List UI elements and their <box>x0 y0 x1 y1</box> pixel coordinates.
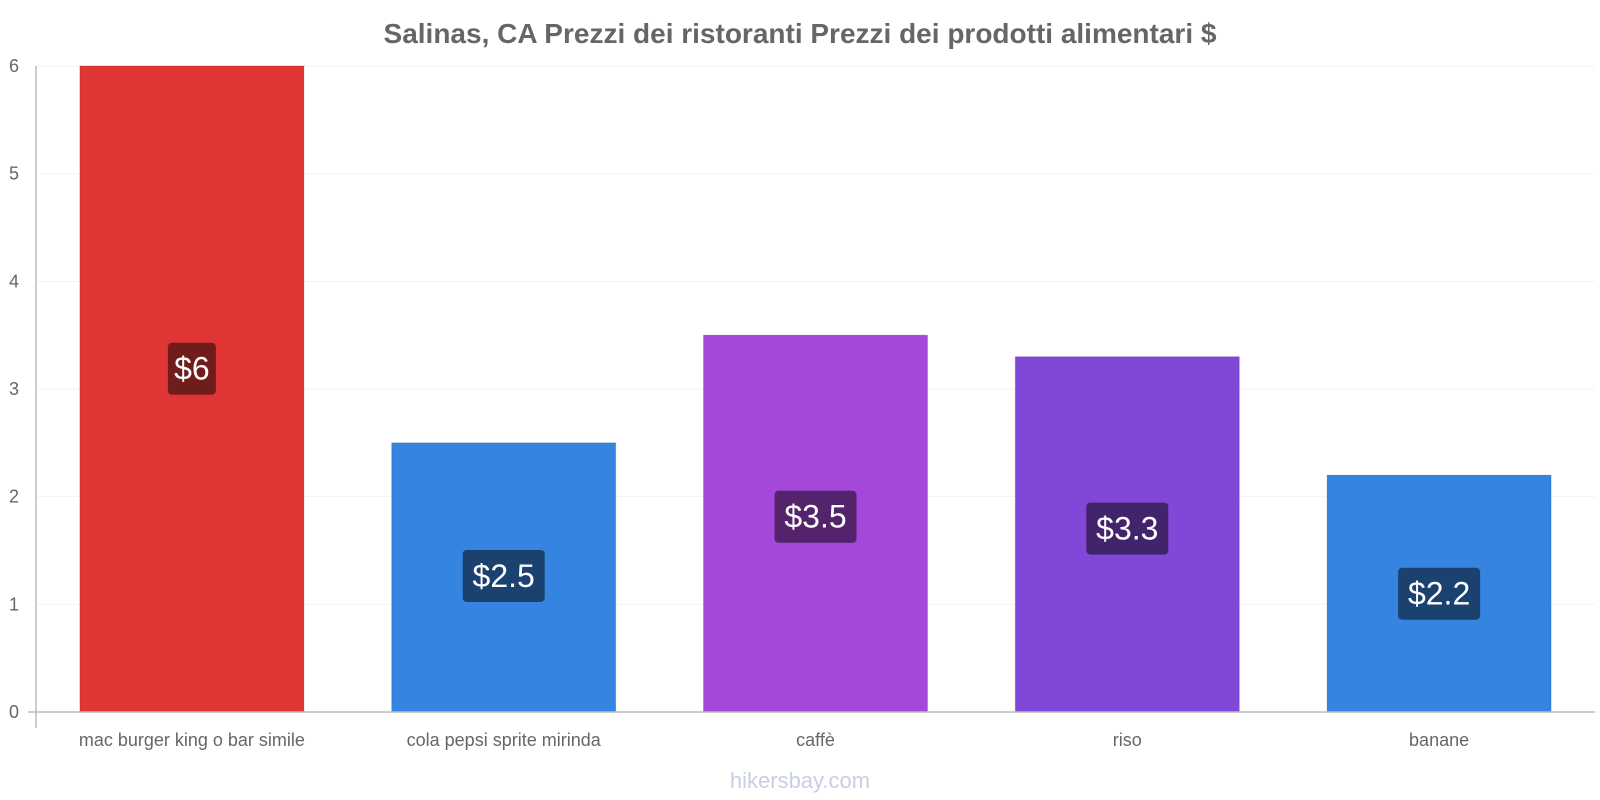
data-label: $2.5 <box>473 558 535 594</box>
watermark-text: hikersbay.com <box>730 768 870 793</box>
data-label: $2.2 <box>1408 576 1470 612</box>
data-label: $3.3 <box>1096 511 1158 547</box>
x-category-label: cola pepsi sprite mirinda <box>407 730 602 750</box>
data-label-background <box>1398 567 1481 620</box>
x-axis-categories: mac burger king o bar simile cola pepsi s… <box>79 730 1469 750</box>
y-tick-label: 2 <box>9 487 19 507</box>
x-category-label: caffè <box>796 730 835 750</box>
chart-title: Salinas, CA Prezzi dei ristoranti Prezzi… <box>384 18 1217 49</box>
y-tick-label: 3 <box>9 379 19 399</box>
data-labels: $6 $2.5 $3.5 $3.3 $2.2 <box>167 342 1481 620</box>
y-tick-label: 4 <box>9 271 19 291</box>
data-label: $6 <box>174 351 210 387</box>
y-tick-label: 0 <box>9 702 19 722</box>
y-tick-label: 5 <box>9 164 19 184</box>
x-category-label: banane <box>1409 730 1469 750</box>
data-label-background <box>167 342 216 395</box>
data-label: $3.5 <box>784 499 846 535</box>
y-axis-ticks: 0 1 2 3 4 5 6 <box>9 56 19 722</box>
bars <box>79 65 1552 713</box>
x-category-label: riso <box>1113 730 1142 750</box>
axes <box>28 66 1595 728</box>
data-label-background <box>1086 502 1169 555</box>
x-category-label: mac burger king o bar simile <box>79 730 305 750</box>
y-tick-label: 1 <box>9 594 19 614</box>
y-tick-label: 6 <box>9 56 19 76</box>
data-label-background <box>774 490 857 543</box>
data-label-background <box>462 549 545 602</box>
